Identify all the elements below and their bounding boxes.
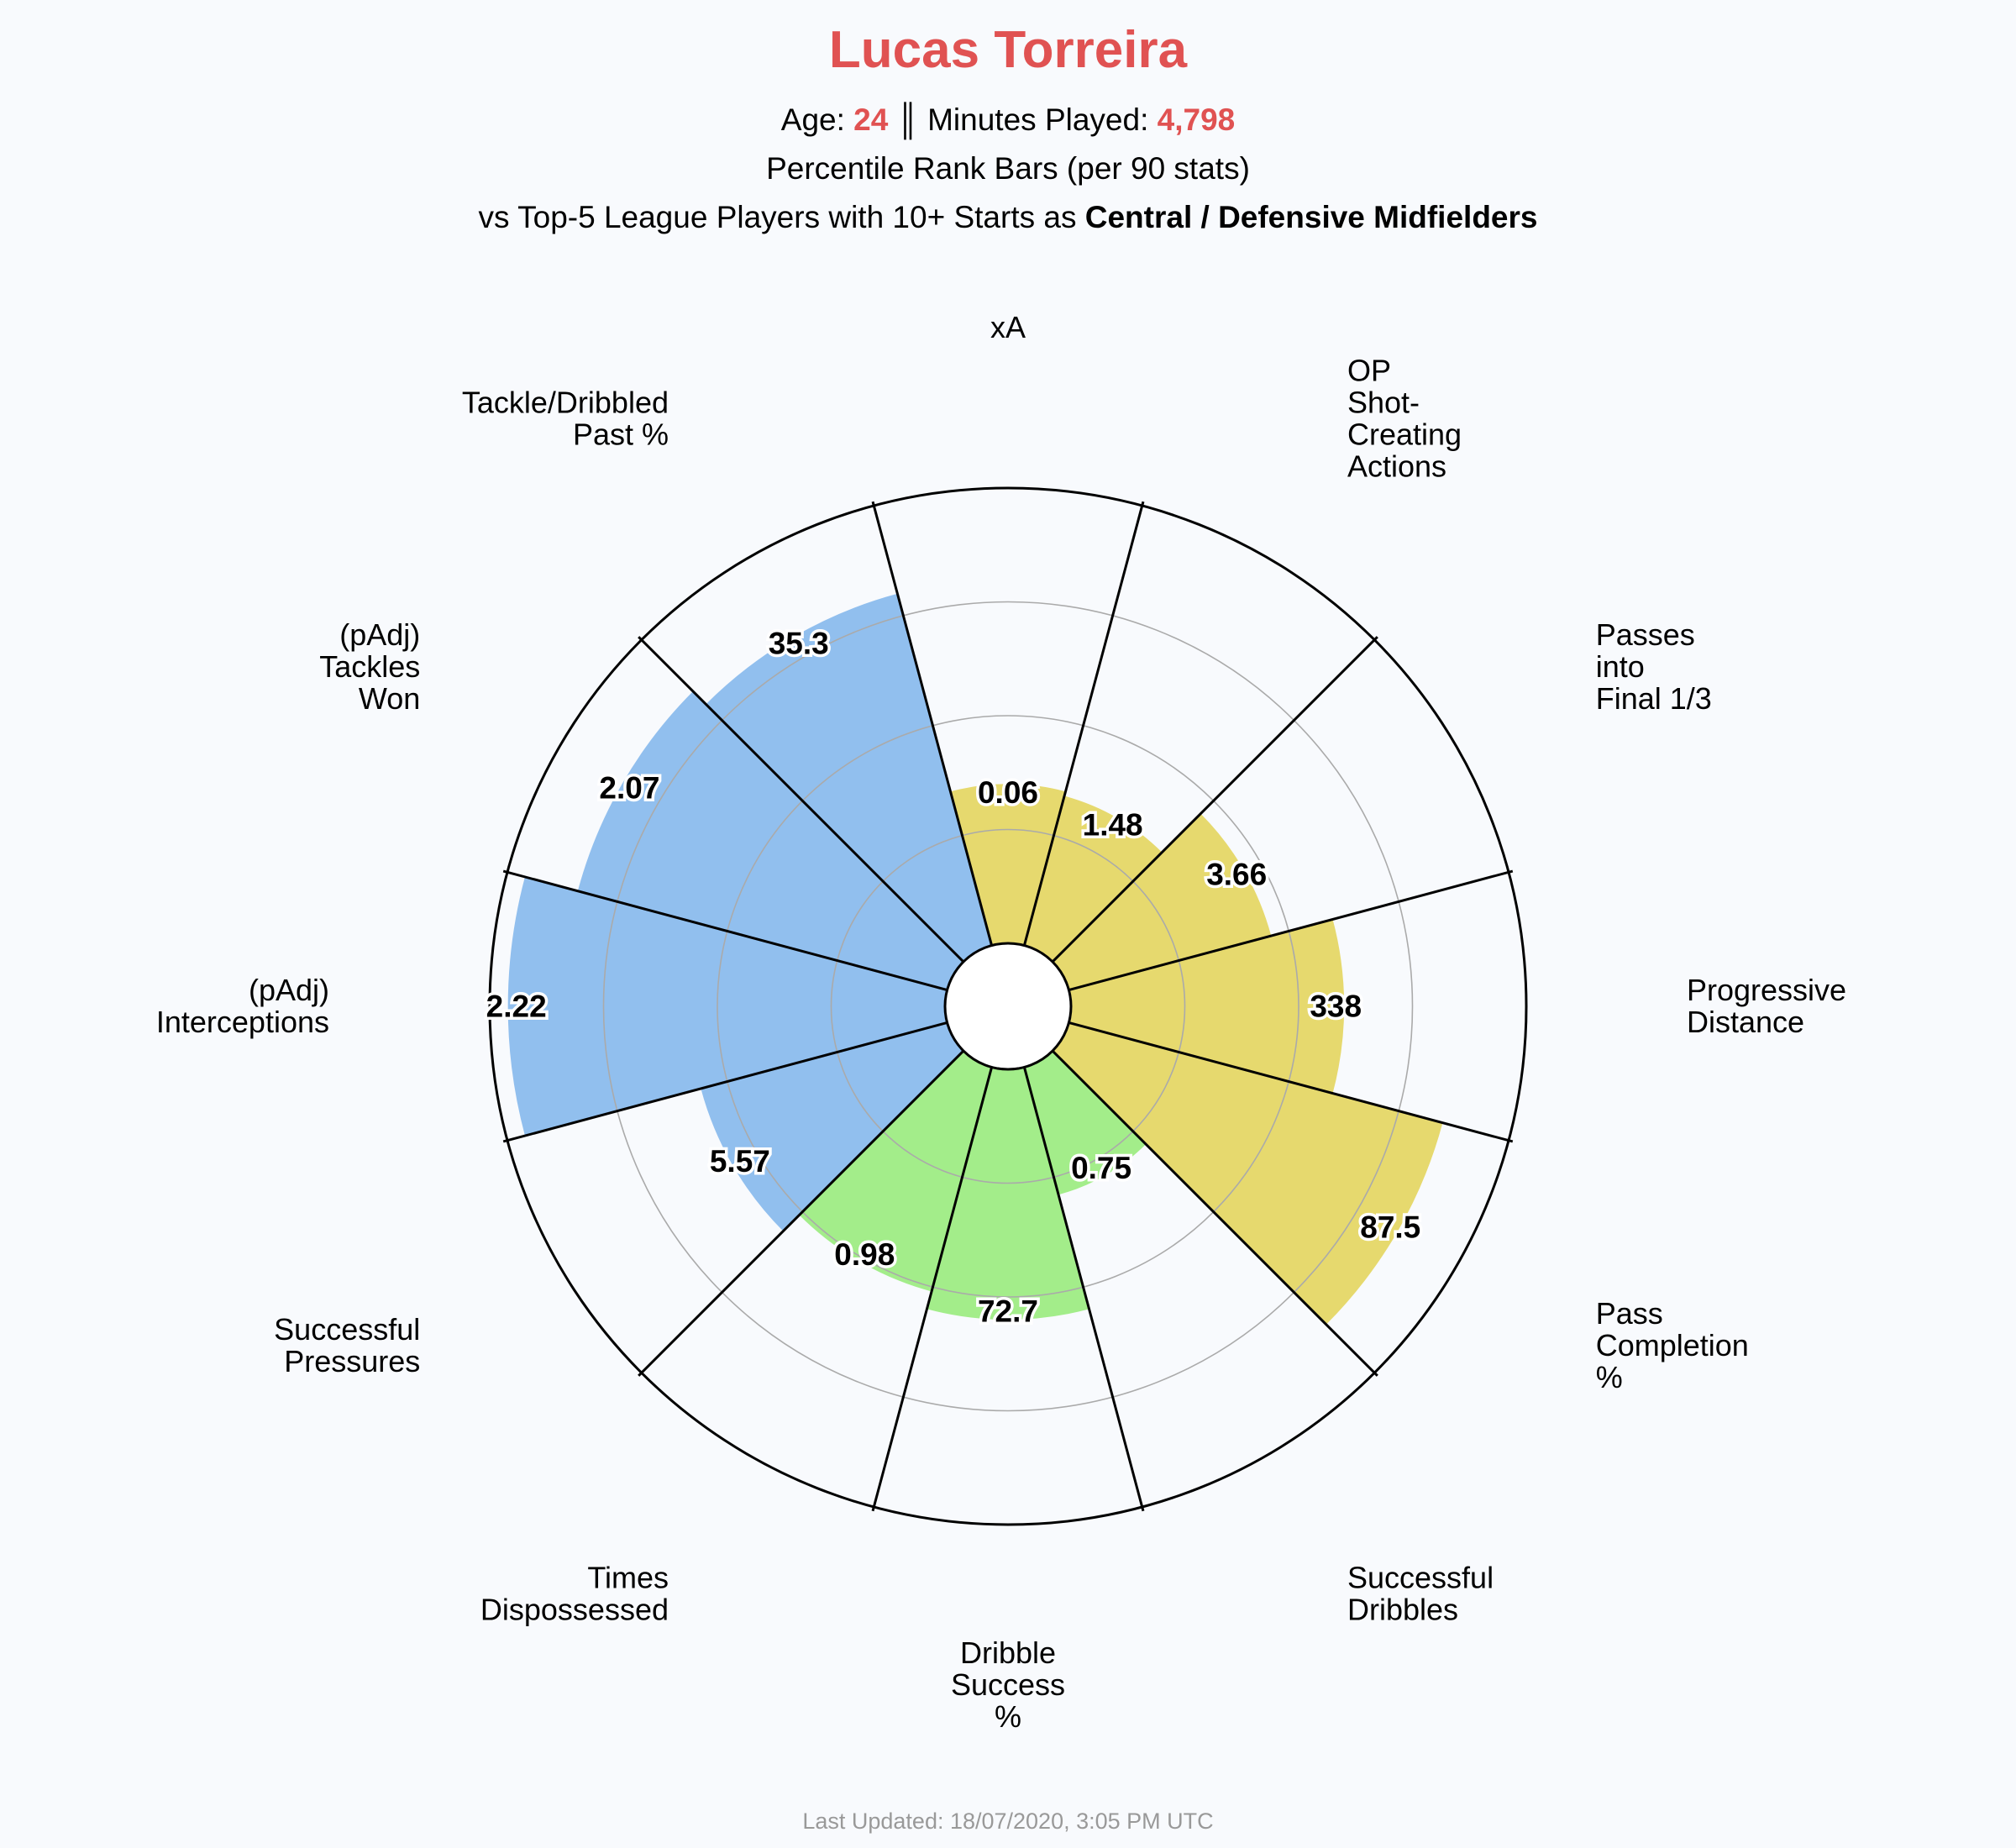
category-label-9: Successful Pressures: [274, 1312, 420, 1378]
separator-line-4: [1068, 869, 1514, 992]
separator-line-12: [638, 636, 965, 963]
value-label-10: 2.22: [486, 990, 547, 1024]
separator-line-3: [1051, 636, 1378, 963]
separator-line-5: [1068, 1021, 1514, 1143]
category-label-6: Successful Dribbles: [1347, 1561, 1494, 1627]
value-label-11: 2.07: [599, 770, 659, 805]
value-label-6: 0.75: [1071, 1151, 1131, 1185]
gridline-ring-25: [830, 828, 1186, 1184]
value-label-5: 87.5: [1360, 1210, 1420, 1244]
value-label-1: 0.06: [978, 775, 1038, 810]
separator-line-11: [502, 869, 948, 992]
category-label-2: OP Shot-Creating Actions: [1347, 353, 1462, 483]
separator-line-8: [871, 1067, 994, 1512]
center-hole: [943, 942, 1073, 1071]
age-value: 24: [853, 102, 889, 137]
bar-10: [507, 876, 948, 1137]
category-label-3: Passes into Final 1/3: [1596, 617, 1712, 716]
value-label-3: 3.66: [1206, 857, 1267, 891]
bar-3: [1053, 813, 1272, 990]
bar-7: [927, 1067, 1089, 1320]
category-label-4: Progressive Distance: [1687, 973, 1846, 1039]
bar-11: [577, 691, 963, 990]
minutes-value: 4,798: [1158, 102, 1236, 137]
value-label-12: 35.3: [769, 627, 829, 661]
value-label-9: 5.57: [710, 1144, 770, 1179]
bar-4: [1068, 919, 1345, 1094]
category-label-11: (pAdj) Tackles Won: [319, 617, 420, 716]
category-label-12: Tackle/Dribbled Past %: [462, 385, 669, 451]
player-name-title: Lucas Torreira: [829, 21, 1188, 79]
center-hole-layer: [943, 942, 1073, 1071]
separator-line-2: [1022, 501, 1145, 946]
category-label-1: xA: [990, 310, 1026, 344]
bar-8: [799, 1051, 992, 1292]
value-label-8: 0.98: [834, 1237, 895, 1272]
category-label-5: Pass Completion%: [1596, 1296, 1749, 1394]
bar-9: [701, 1022, 963, 1231]
separator-line-10: [502, 1021, 948, 1143]
category-labels-layer: xA OP Shot-Creating Actions Passes into Final …: [156, 310, 1846, 1734]
outer-ring: [488, 486, 1528, 1526]
category-label-8: Times Dispossessed: [480, 1561, 669, 1627]
value-label-7: 72.7: [978, 1294, 1038, 1329]
bar-5: [1053, 1022, 1443, 1325]
last-updated-footer: Last Updated: 18/07/2020, 3:05 PM UTC: [802, 1809, 1213, 1834]
separators-layer: [502, 501, 1514, 1512]
bar-12: [706, 593, 992, 962]
bar-6: [1024, 1051, 1147, 1195]
category-label-10: (pAdj) Interceptions: [156, 973, 329, 1039]
value-labels-layer: 0.06 1.48 3.66 338 87.5 0.75 72.7 0.98 5.57 2.22 2…: [483, 623, 1424, 1331]
separator-line-1: [871, 501, 994, 946]
gridline-ring-50: [717, 715, 1299, 1298]
separator-line-7: [1022, 1067, 1145, 1512]
subtitle-comparison-group: vs Top-5 League Players with 10+ Starts …: [479, 200, 1538, 234]
subtitle-age-minutes: Age: 24 ║ Minutes Played: 4,798: [781, 102, 1235, 140]
value-label-4: 338: [1310, 990, 1362, 1024]
position-group: Central / Defensive Midfielders: [1085, 200, 1538, 234]
gridlines-layer: [488, 486, 1528, 1526]
bars-layer: [507, 593, 1443, 1325]
separator-line-9: [638, 1049, 965, 1377]
subtitle-percentile-description: Percentile Rank Bars (per 90 stats): [766, 151, 1250, 186]
separator-line-6: [1051, 1049, 1378, 1377]
gridline-ring-75: [602, 601, 1414, 1412]
bar-1: [950, 784, 1066, 946]
category-label-7: Dribble Success%: [951, 1635, 1065, 1734]
value-label-2: 1.48: [1083, 808, 1143, 843]
